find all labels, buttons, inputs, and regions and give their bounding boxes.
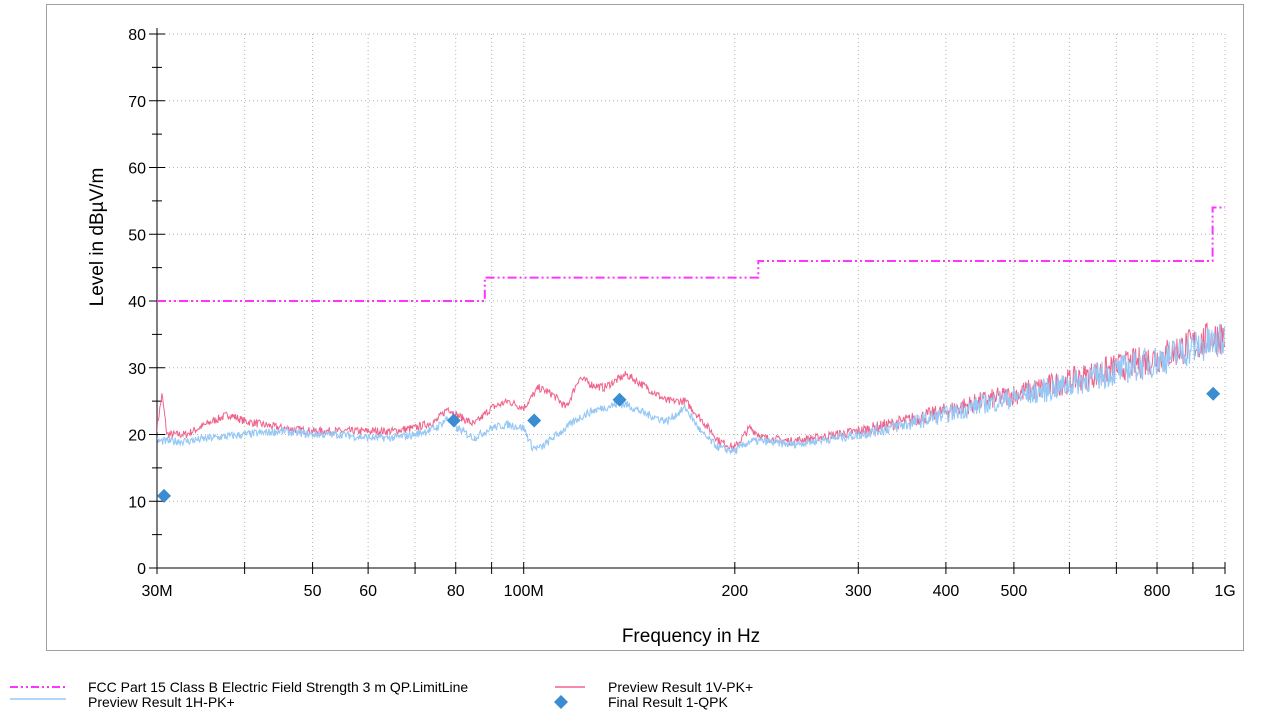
- legend: FCC Part 15 Class B Electric Field Stren…: [0, 680, 1263, 720]
- legend-label: Final Result 1-QPK: [608, 694, 728, 710]
- emission-chart: 0 10 20 30 40 50 60 70 80 30M 50 60 80 100M 200 300 400 5…: [87, 27, 1236, 647]
- series-layer: [157, 206, 1225, 456]
- y-tick-label: 80: [128, 27, 146, 44]
- y-tick-label: 60: [128, 161, 146, 178]
- limit-line: [157, 206, 1225, 302]
- legend-label: Preview Result 1V-PK+: [608, 679, 754, 695]
- final-result-marker: [612, 392, 627, 407]
- x-tick-label: 200: [721, 583, 748, 600]
- solid-line-icon: [10, 698, 66, 700]
- y-axis-title: Level in dBµV/m: [87, 168, 108, 307]
- legend-label: FCC Part 15 Class B Electric Field Stren…: [88, 679, 469, 695]
- legend-item-preview-v: Preview Result 1V-PK+: [553, 680, 853, 696]
- legend-item-preview-h: Preview Result 1H-PK+: [8, 695, 408, 711]
- x-tick-label: 50: [304, 583, 322, 600]
- y-tick-label: 30: [128, 361, 146, 378]
- grid: [156, 33, 1226, 569]
- final-result-marker: [527, 413, 542, 428]
- y-tick-label: 20: [128, 428, 146, 445]
- y-tick-label: 0: [137, 561, 146, 578]
- x-axis-title: Frequency in Hz: [622, 626, 760, 647]
- legend-item-final-result: Final Result 1-QPK: [553, 695, 853, 711]
- y-tick-label: 40: [128, 294, 146, 311]
- axes: 0 10 20 30 40 50 60 70 80 30M 50 60 80 100M 200 300 400 5…: [128, 27, 1235, 600]
- x-tick-label: 60: [359, 583, 377, 600]
- y-tick-label: 10: [128, 494, 146, 511]
- chart-frame: 0 10 20 30 40 50 60 70 80 30M 50 60 80 100M 200 300 400 5…: [46, 4, 1244, 651]
- final-result-marker: [446, 413, 461, 428]
- diamond-marker-icon: [554, 695, 568, 709]
- legend-label: Preview Result 1H-PK+: [88, 694, 235, 710]
- preview-h-trace: [157, 323, 1225, 456]
- y-tick-label: 70: [128, 94, 146, 111]
- solid-line-icon: [555, 686, 585, 688]
- final-result-marker: [1206, 386, 1221, 401]
- x-tick-label: 30M: [141, 583, 172, 600]
- x-tick-label: 100M: [504, 583, 544, 600]
- x-tick-label: 500: [1001, 583, 1028, 600]
- x-tick-label: 800: [1144, 583, 1171, 600]
- y-tick-label: 50: [128, 227, 146, 244]
- x-tick-label: 400: [933, 583, 960, 600]
- marker-layer: [157, 386, 1221, 503]
- legend-item-limit-line: FCC Part 15 Class B Electric Field Stren…: [8, 680, 608, 696]
- x-tick-label: 300: [845, 583, 872, 600]
- x-tick-label: 80: [447, 583, 465, 600]
- x-tick-label: 1G: [1214, 583, 1235, 600]
- dash-dot-line-icon: [10, 686, 66, 688]
- final-result-marker: [157, 488, 172, 503]
